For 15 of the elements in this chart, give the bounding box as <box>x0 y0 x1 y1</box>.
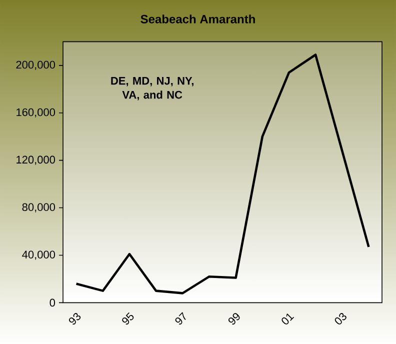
y-tick-label: 160,000 <box>16 108 56 118</box>
y-tick-label: 40,000 <box>22 250 56 260</box>
line-series <box>75 54 370 294</box>
annotation: DE, MD, NJ, NY, VA, and NC <box>111 77 194 100</box>
x-tick-label: 03 <box>334 312 346 324</box>
chart-title: Seabeach Amaranth <box>140 14 255 24</box>
x-tick-label: 93 <box>68 312 81 325</box>
y-tick-label: 0 <box>50 298 56 307</box>
y-tick-label: 80,000 <box>22 203 56 212</box>
x-tick-label: 95 <box>122 312 134 325</box>
x-tick-label: 01 <box>282 313 294 324</box>
x-tick-label: 97 <box>175 312 186 325</box>
y-tick-label: 120,000 <box>16 156 56 165</box>
y-tick-label: 200,000 <box>16 60 56 70</box>
x-tick-label: 99 <box>228 313 240 325</box>
